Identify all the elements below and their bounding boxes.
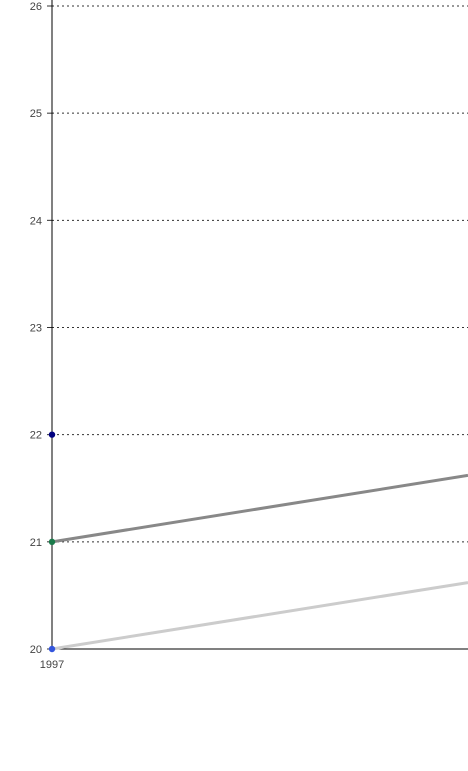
data-point-1 bbox=[48, 431, 56, 438]
series-lines bbox=[51, 473, 468, 651]
y-tick-label-25: 25 bbox=[30, 108, 42, 120]
data-point-3 bbox=[48, 645, 56, 653]
y-tick-label-20: 20 bbox=[30, 644, 42, 656]
y-tick-label-22: 22 bbox=[30, 430, 42, 442]
data-point-2 bbox=[48, 538, 56, 546]
y-tick-label-21: 21 bbox=[30, 537, 42, 549]
y-tick-label-23: 23 bbox=[30, 323, 42, 335]
x-tick-label-1997: 1997 bbox=[40, 659, 64, 671]
data-markers bbox=[48, 431, 56, 653]
y-tick-label-24: 24 bbox=[30, 215, 42, 227]
axes bbox=[47, 0, 468, 650]
grid-lines bbox=[52, 5, 468, 543]
y-tick-label-26: 26 bbox=[30, 1, 42, 13]
tick-labels: 20 21 22 23 24 25 26 1997 bbox=[30, 1, 64, 671]
series-line-1 bbox=[51, 473, 468, 544]
series-line-2 bbox=[51, 581, 468, 651]
